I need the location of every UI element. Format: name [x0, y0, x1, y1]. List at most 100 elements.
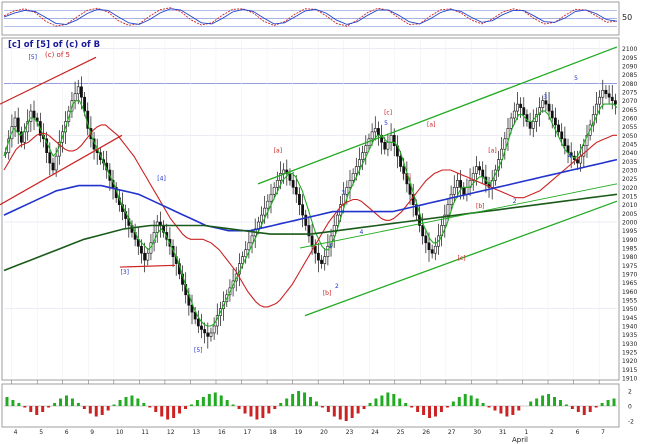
candle-body	[260, 214, 263, 223]
wave-label: 5	[574, 75, 578, 82]
candle-body	[209, 332, 213, 337]
y-tick-label: 1935	[622, 332, 637, 339]
x-tick-label: 24	[371, 429, 379, 436]
candle-body	[421, 225, 425, 237]
chart-subtitle: (c) of 5	[45, 51, 70, 59]
y-tick-label: 2010	[622, 202, 637, 209]
momentum-tick-label: -2	[628, 419, 634, 426]
candle-body	[301, 204, 305, 216]
candle-body	[339, 204, 342, 216]
candle-body	[310, 235, 314, 247]
candle-body	[361, 152, 365, 160]
candle-body	[203, 329, 207, 334]
candle-body	[459, 180, 462, 188]
wave-label: [b]	[402, 174, 411, 181]
x-tick-label: 31	[499, 429, 507, 436]
candle-body	[13, 117, 17, 127]
candle-body	[326, 245, 330, 257]
candle-body	[427, 242, 431, 251]
y-tick-label: 2075	[622, 90, 637, 97]
candle-body	[553, 117, 557, 126]
candle-body	[614, 100, 617, 105]
x-tick-label: 4	[14, 429, 18, 436]
x-tick-label: 20	[320, 429, 328, 436]
candle-body	[351, 173, 355, 181]
x-tick-label: 19	[295, 429, 303, 436]
candle-body	[386, 141, 390, 150]
y-tick-label: 1945	[622, 315, 637, 322]
trend-line	[304, 200, 618, 317]
candle-body	[576, 159, 579, 164]
wave-label: [a]	[274, 148, 282, 155]
y-tick-label: 2015	[622, 194, 637, 201]
candle-body	[250, 235, 254, 244]
candle-body	[140, 245, 143, 254]
candle-body	[610, 96, 614, 101]
wave-label: 1	[329, 243, 333, 250]
candle-body	[51, 162, 55, 171]
candle-body	[320, 259, 323, 264]
candle-body	[474, 166, 478, 174]
candle-body	[481, 169, 485, 178]
wave-label: [c]	[458, 255, 466, 262]
x-tick-label: 10	[116, 429, 124, 436]
x-tick-label: 12	[167, 429, 175, 436]
y-tick-label: 2005	[622, 211, 637, 218]
candle-body	[348, 180, 352, 188]
candle-body	[294, 187, 298, 195]
oscillator-tick-label: 50	[622, 13, 632, 22]
y-tick-label: 1910	[622, 376, 637, 383]
candle-body	[373, 128, 377, 133]
candle-body	[16, 117, 20, 133]
wave-label: [4]	[157, 175, 166, 182]
candle-body	[462, 187, 466, 195]
wave-label: [a]	[488, 148, 496, 155]
y-tick-label: 2090	[622, 64, 637, 71]
y-tick-label: 1990	[622, 237, 637, 244]
x-tick-label: 6	[65, 429, 69, 436]
candle-body	[146, 252, 150, 261]
candle-body	[595, 103, 598, 115]
candle-body	[449, 193, 453, 205]
candle-body	[377, 128, 380, 136]
candle-body	[143, 252, 147, 261]
candle-body	[29, 110, 33, 122]
y-tick-label: 2000	[622, 220, 637, 227]
x-tick-label: 6	[576, 429, 580, 436]
candle-body	[443, 214, 447, 226]
candle-body	[304, 214, 308, 226]
candle-body	[32, 110, 36, 119]
oscillator-panel: 50	[1, 1, 632, 36]
y-tick-label: 2030	[622, 168, 637, 175]
trend-line	[119, 264, 176, 268]
y-tick-label: 2020	[622, 185, 637, 192]
y-tick-label: 2050	[622, 133, 637, 140]
wave-label: 4	[568, 153, 572, 160]
y-tick-label: 1970	[622, 272, 637, 279]
wave-label: [5]	[29, 54, 38, 61]
candle-body	[282, 169, 286, 174]
candle-body	[452, 187, 456, 195]
y-tick-label: 1960	[622, 289, 637, 296]
candle-body	[509, 117, 513, 129]
candle-body	[244, 249, 248, 257]
candle-body	[279, 173, 282, 181]
x-tick-label: 5	[39, 429, 43, 436]
candle-body	[503, 138, 507, 150]
candle-body	[414, 204, 418, 216]
trend-line	[299, 183, 618, 249]
wave-label: 2	[335, 283, 339, 290]
candle-body	[456, 180, 459, 188]
candle-body	[541, 100, 545, 108]
candle-body	[358, 159, 361, 167]
chart-title: [c] of [5] of (c) of B	[8, 40, 100, 50]
x-axis-month-label: April	[512, 436, 528, 444]
candle-body	[389, 135, 393, 143]
y-tick-label: 1955	[622, 298, 637, 305]
y-tick-label: 2065	[622, 107, 637, 114]
candle-body	[601, 89, 605, 98]
x-tick-label: 26	[422, 429, 430, 436]
y-tick-label: 1915	[622, 367, 637, 374]
candle-body	[538, 107, 541, 115]
y-tick-label: 2095	[622, 55, 637, 62]
